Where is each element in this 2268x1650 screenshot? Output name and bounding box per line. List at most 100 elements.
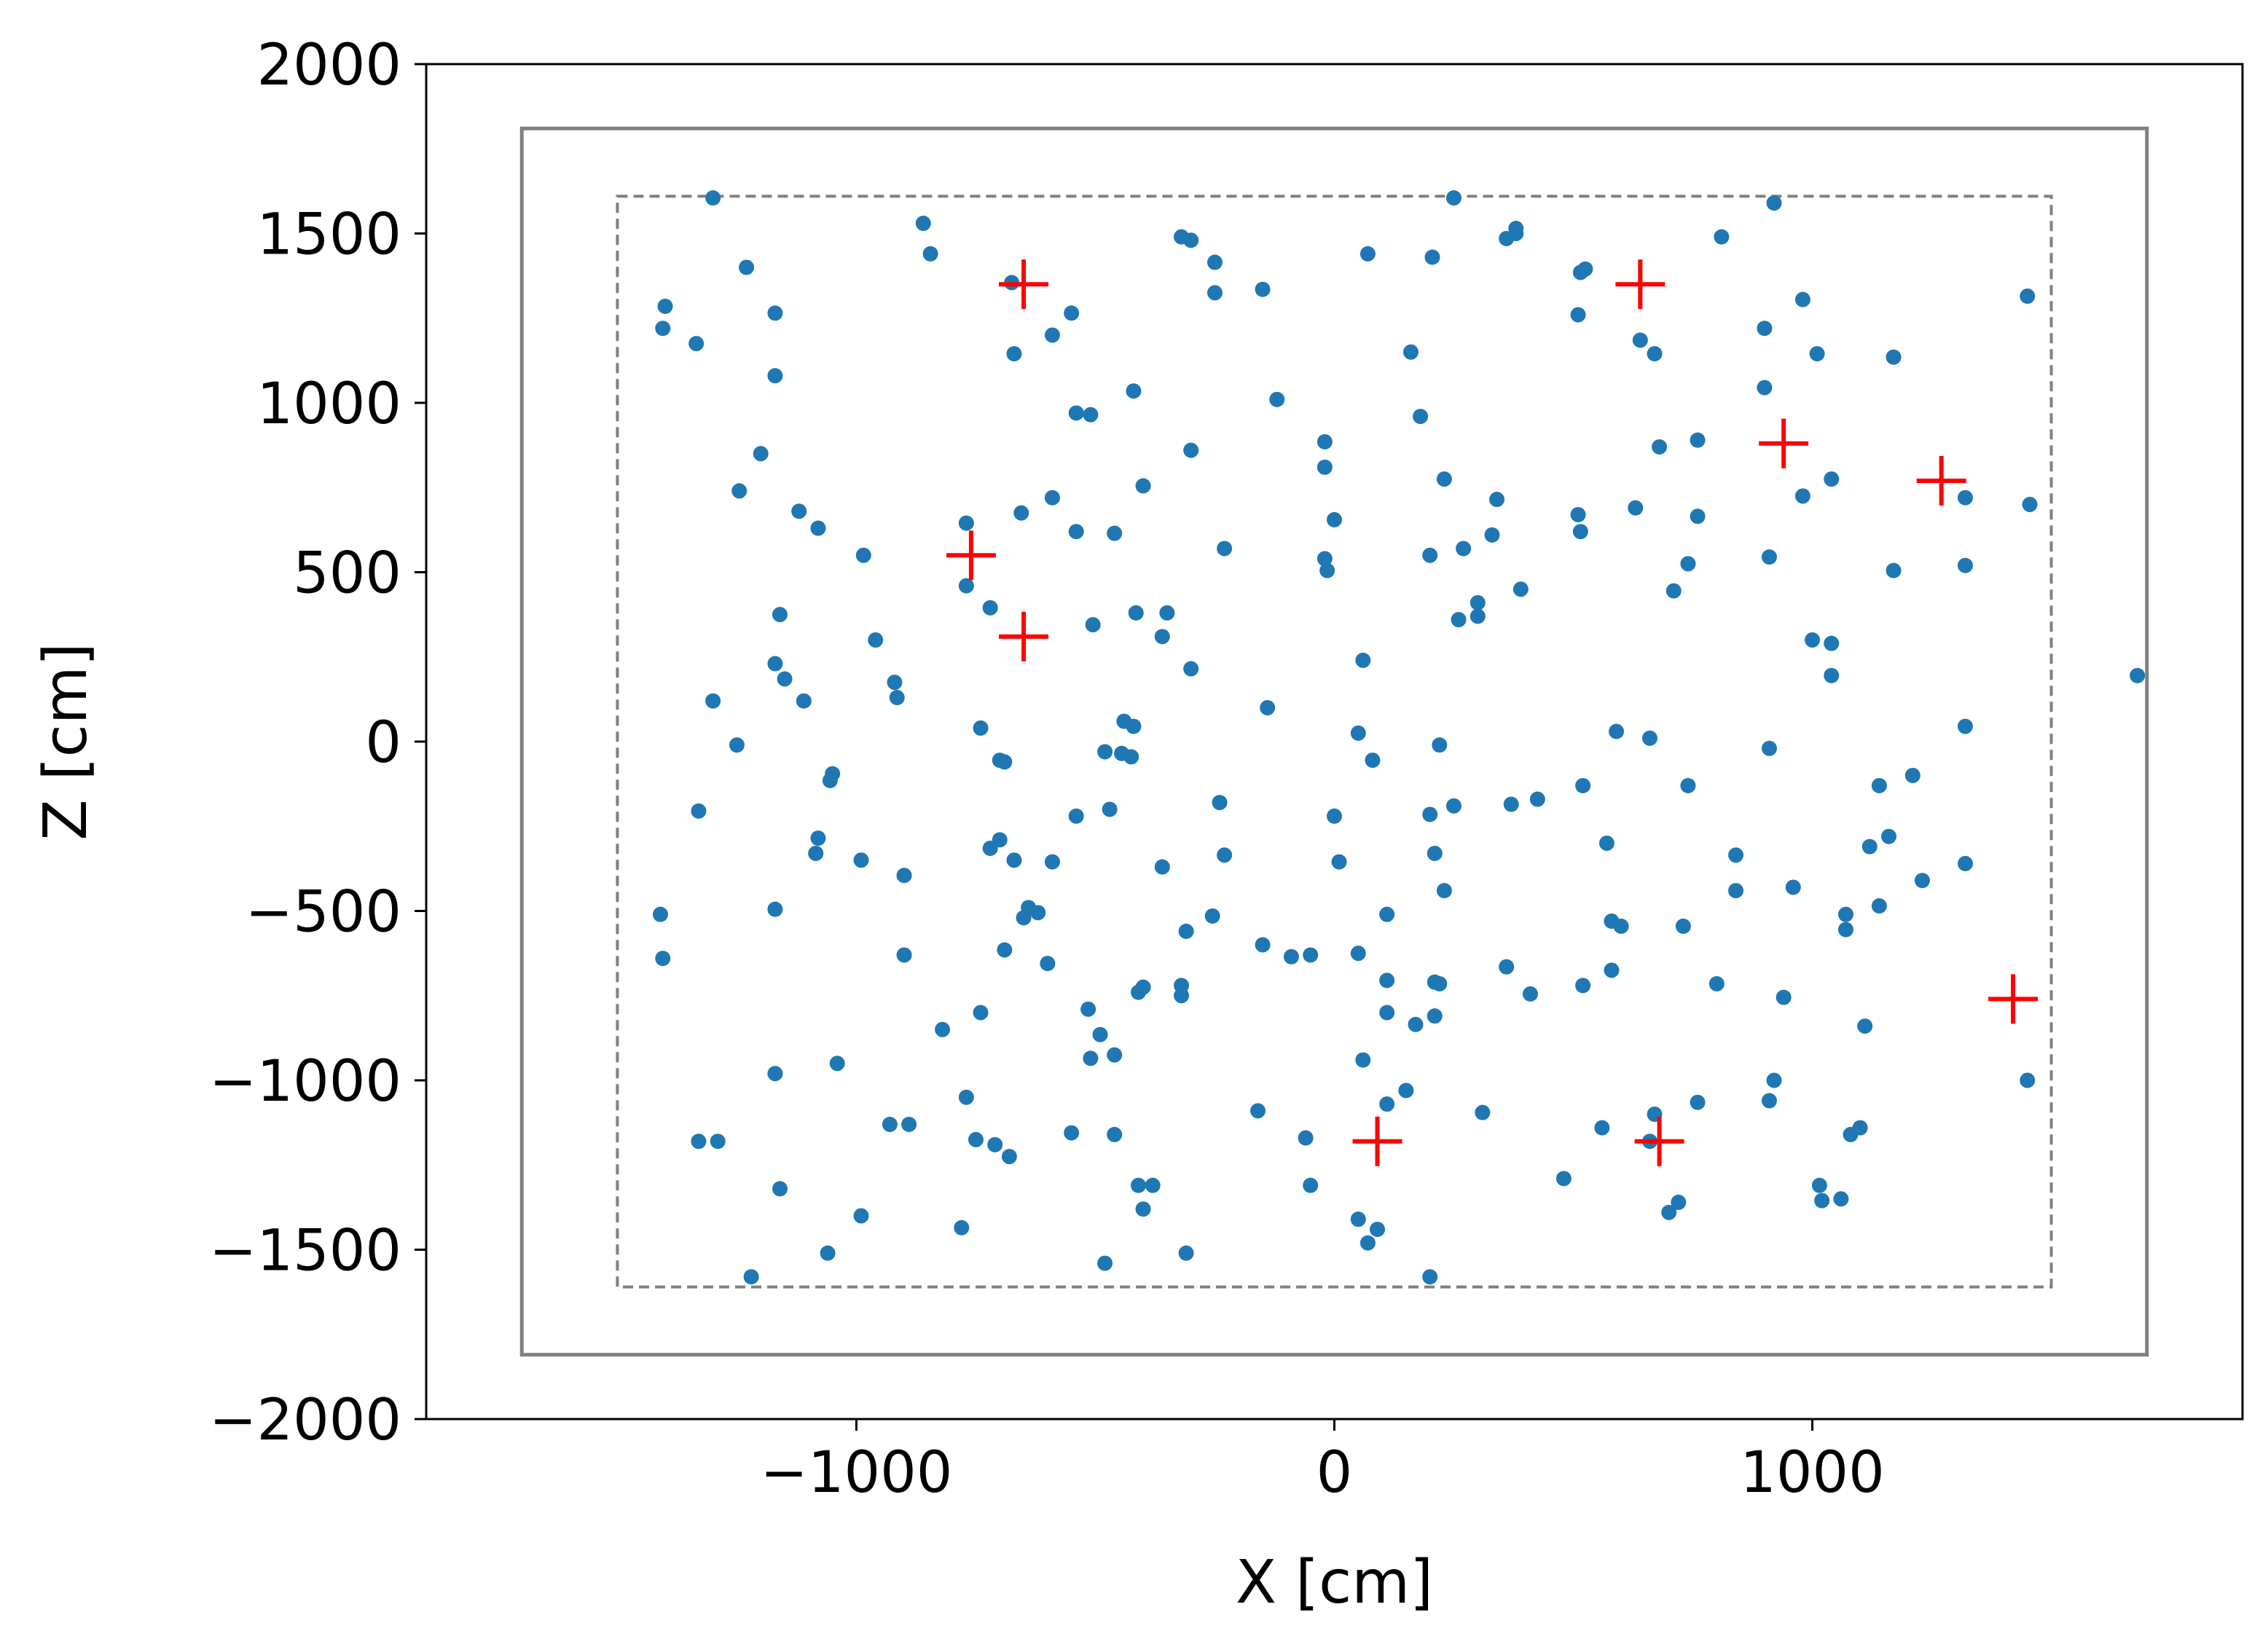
data-point-dot — [958, 1089, 974, 1105]
data-point-dot — [1107, 1126, 1123, 1142]
y-tick-label: 2000 — [256, 33, 401, 98]
data-point-dot — [1044, 327, 1060, 343]
data-point-dot — [1092, 1026, 1108, 1042]
data-point-dot — [796, 693, 812, 709]
data-point-dot — [1135, 1201, 1151, 1217]
data-point-dot — [1728, 883, 1744, 899]
data-point-dot — [1665, 583, 1682, 599]
data-point-dot — [973, 1005, 989, 1021]
data-point-dot — [1837, 922, 1853, 938]
data-point-dot — [1762, 549, 1778, 565]
data-point-dot — [992, 832, 1008, 848]
data-point-dot — [1570, 307, 1586, 323]
data-point-dot — [1255, 281, 1271, 297]
data-point-dot — [855, 547, 871, 563]
data-point-dot — [1013, 505, 1029, 521]
data-point-dot — [1260, 700, 1276, 715]
data-point-dot — [1570, 506, 1586, 522]
data-point-dot — [777, 671, 793, 687]
data-point-dot — [1255, 937, 1271, 953]
data-point-dot — [1522, 986, 1538, 1002]
axes-frame — [425, 63, 2244, 1421]
data-point-dot — [1217, 847, 1233, 863]
data-point-dot — [1370, 1222, 1386, 1238]
data-point-dot — [1661, 1204, 1677, 1220]
data-point-dot — [1671, 1194, 1687, 1210]
data-point-plus — [1634, 1116, 1684, 1166]
data-point-dot — [1680, 777, 1696, 793]
data-point-dot — [1178, 923, 1194, 939]
data-point-dot — [1178, 1245, 1194, 1261]
data-point-dot — [705, 693, 721, 709]
data-point-dot — [973, 720, 989, 736]
data-point-dot — [853, 1208, 869, 1224]
data-point-dot — [1632, 332, 1648, 348]
data-point-dot — [1413, 409, 1429, 425]
y-tick-label: 1000 — [256, 372, 401, 437]
data-point-dot — [1857, 1018, 1873, 1034]
data-point-dot — [1914, 873, 1930, 889]
data-point-dot — [958, 515, 974, 531]
data-point-dot — [1131, 1177, 1147, 1193]
data-point-dot — [1555, 1171, 1571, 1187]
data-point-dot — [1006, 346, 1022, 362]
data-point-dot — [1217, 541, 1233, 557]
data-point-dot — [1159, 605, 1175, 621]
data-point-dot — [1809, 346, 1825, 362]
data-point-dot — [915, 216, 931, 232]
data-point-dot — [1446, 798, 1462, 814]
data-point-dot — [1044, 490, 1060, 506]
data-point-dot — [997, 942, 1013, 958]
data-point-dot — [655, 321, 671, 337]
data-point-dot — [1871, 777, 1887, 793]
data-point-dot — [1126, 383, 1142, 399]
data-point-dot — [1317, 551, 1333, 567]
data-point-dot — [954, 1219, 970, 1235]
data-point-dot — [1572, 524, 1588, 540]
data-point-dot — [767, 656, 783, 672]
data-point-dot — [1317, 433, 1333, 449]
data-point-dot — [1508, 221, 1524, 237]
data-point-dot — [1107, 1047, 1123, 1063]
data-point-dot — [1068, 524, 1084, 540]
data-point-dot — [1359, 1235, 1376, 1251]
data-point-dot — [1794, 291, 1810, 307]
data-point-dot — [1083, 406, 1099, 423]
data-point-dot — [1690, 508, 1706, 525]
data-point-dot — [1475, 1104, 1491, 1120]
data-point-plus — [1615, 259, 1665, 310]
data-point-dot — [1135, 979, 1151, 995]
data-point-dot — [1359, 245, 1376, 262]
data-point-plus — [999, 611, 1049, 661]
data-point-dot — [1123, 749, 1139, 765]
plus-series — [946, 259, 2039, 1166]
data-point-dot — [1957, 557, 1973, 573]
data-point-dot — [1766, 195, 1782, 211]
data-point-dot — [882, 1116, 898, 1132]
data-point-dot — [772, 607, 788, 623]
data-point-dot — [1714, 229, 1730, 245]
y-tick-label: −1500 — [209, 1219, 401, 1284]
data-point-dot — [691, 803, 707, 819]
data-point-dot — [1303, 947, 1319, 963]
data-point-dot — [1708, 975, 1724, 991]
data-point-dot — [922, 245, 938, 262]
data-point-dot — [1871, 898, 1887, 914]
data-point-dot — [1206, 285, 1223, 301]
data-point-dot — [1097, 1255, 1113, 1271]
data-point-dot — [808, 845, 824, 861]
data-point-dot — [1833, 1191, 1849, 1207]
x-axis-label: X [cm] — [1236, 1548, 1433, 1617]
data-point-dot — [958, 578, 974, 594]
data-point-dot — [1303, 1177, 1319, 1193]
data-point-dot — [1183, 442, 1199, 458]
plot-area — [519, 126, 2149, 1357]
data-point-dot — [767, 1066, 783, 1082]
y-tick-label: 0 — [365, 710, 401, 776]
data-point-dot — [2020, 288, 2036, 305]
data-point-dot — [1212, 795, 1228, 811]
data-point-dot — [1470, 594, 1486, 610]
data-point-dot — [1861, 838, 1877, 855]
data-point-dot — [853, 852, 869, 868]
data-point-dot — [982, 600, 998, 616]
